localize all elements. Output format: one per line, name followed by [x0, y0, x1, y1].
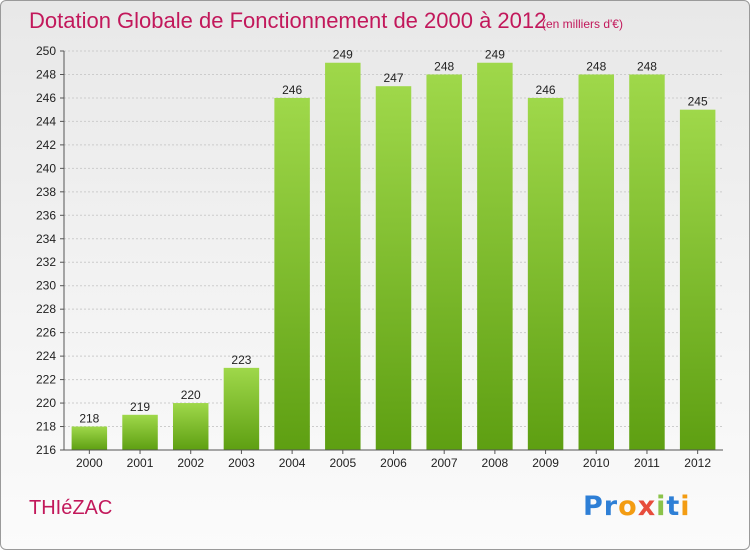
value-label-2004: 246 — [282, 83, 302, 97]
axes: 2162182202222242262282302322342362382402… — [36, 44, 723, 470]
x-tick-label-2008: 2008 — [482, 456, 509, 470]
y-tick-label: 236 — [36, 208, 56, 222]
chart-subtitle: (en milliers d'€) — [542, 17, 623, 31]
y-tick-label: 230 — [36, 279, 56, 293]
y-tick-label: 248 — [36, 67, 56, 81]
y-tick-label: 218 — [36, 420, 56, 434]
y-tick-label: 226 — [36, 326, 56, 340]
bar-2003 — [223, 367, 260, 450]
bar-2007 — [426, 74, 462, 451]
y-tick-label: 220 — [36, 396, 56, 410]
bars: 218 219 220 223 246 249 247 248 249 246 248 248 245 — [71, 48, 716, 451]
bar-2001 — [122, 414, 158, 450]
value-label-2001: 219 — [130, 400, 150, 414]
x-tick-label-2002: 2002 — [177, 456, 204, 470]
proxiti-logo: Proxiti — [583, 491, 691, 522]
x-tick-label-2010: 2010 — [583, 456, 610, 470]
y-tick-label: 250 — [36, 44, 56, 58]
value-label-2009: 246 — [536, 83, 556, 97]
bar-2009 — [527, 97, 564, 451]
bar-2002 — [172, 403, 209, 450]
logo-letter: r — [603, 491, 619, 522]
x-tick-label-2001: 2001 — [127, 456, 154, 470]
value-label-2002: 220 — [181, 388, 201, 402]
y-tick-label: 246 — [36, 91, 56, 105]
logo-letter: x — [637, 491, 657, 522]
bar-2000 — [71, 426, 108, 450]
value-label-2003: 223 — [231, 353, 251, 367]
logo-letter: t — [666, 491, 681, 522]
x-tick-label-2006: 2006 — [380, 456, 407, 470]
bar-2008 — [477, 62, 513, 451]
chart-title: Dotation Globale de Fonctionnement de 20… — [29, 8, 547, 33]
y-tick-label: 238 — [36, 185, 56, 199]
x-tick-label-2003: 2003 — [228, 456, 255, 470]
logo-letter: o — [618, 491, 638, 522]
commune-name: THIéZAC — [29, 497, 113, 519]
value-label-2011: 248 — [637, 59, 657, 73]
value-label-2006: 247 — [383, 71, 403, 85]
logo-letter: i — [656, 491, 667, 522]
bar-2004 — [274, 97, 310, 451]
x-tick-label-2005: 2005 — [329, 456, 356, 470]
y-tick-label: 244 — [36, 114, 56, 128]
x-tick-label-2007: 2007 — [431, 456, 458, 470]
y-tick-label: 242 — [36, 138, 56, 152]
bar-2005 — [325, 62, 361, 451]
y-tick-label: 222 — [36, 373, 56, 387]
x-tick-label-2011: 2011 — [634, 456, 660, 470]
y-tick-label: 240 — [36, 161, 56, 175]
value-label-2010: 248 — [586, 59, 606, 73]
x-tick-label-2009: 2009 — [532, 456, 559, 470]
x-tick-label-2004: 2004 — [279, 456, 306, 470]
bar-2010 — [578, 74, 615, 451]
y-tick-label: 232 — [36, 255, 56, 269]
y-tick-label: 234 — [36, 232, 56, 246]
bar-2006 — [375, 86, 412, 451]
y-tick-label: 224 — [36, 349, 56, 363]
bar-2012 — [679, 109, 716, 451]
logo-letter: i — [680, 491, 691, 522]
y-tick-label: 216 — [36, 443, 56, 457]
x-tick-label-2000: 2000 — [76, 456, 103, 470]
value-label-2012: 245 — [688, 95, 708, 109]
value-label-2005: 249 — [333, 48, 353, 62]
value-label-2000: 218 — [79, 412, 99, 426]
y-tick-label: 228 — [36, 302, 56, 316]
logo-letter: P — [583, 491, 604, 522]
x-tick-label-2012: 2012 — [684, 456, 711, 470]
bar-2011 — [629, 74, 665, 451]
value-label-2008: 249 — [485, 48, 505, 62]
value-label-2007: 248 — [434, 59, 454, 73]
